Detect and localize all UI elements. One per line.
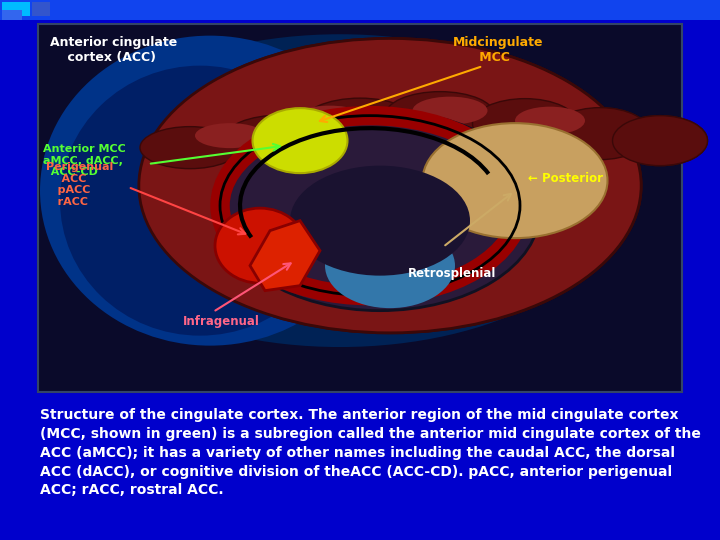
Ellipse shape bbox=[140, 127, 240, 168]
Polygon shape bbox=[250, 221, 320, 291]
Text: Anterior cingulate
    cortex (ACC): Anterior cingulate cortex (ACC) bbox=[50, 36, 177, 64]
Text: Retrosplenial: Retrosplenial bbox=[408, 267, 496, 280]
Ellipse shape bbox=[290, 106, 370, 136]
Ellipse shape bbox=[413, 97, 487, 125]
Ellipse shape bbox=[57, 34, 624, 347]
Ellipse shape bbox=[385, 92, 495, 140]
Ellipse shape bbox=[60, 66, 340, 336]
Ellipse shape bbox=[325, 223, 455, 308]
Ellipse shape bbox=[385, 92, 495, 140]
Bar bbox=[38, 24, 682, 392]
Ellipse shape bbox=[413, 97, 487, 125]
Ellipse shape bbox=[215, 208, 305, 283]
Ellipse shape bbox=[290, 106, 370, 136]
Ellipse shape bbox=[613, 116, 708, 166]
Bar bbox=[32, 2, 50, 16]
Ellipse shape bbox=[550, 107, 650, 160]
Ellipse shape bbox=[613, 116, 708, 166]
Ellipse shape bbox=[300, 98, 420, 153]
Text: Midcingulate
      MCC: Midcingulate MCC bbox=[453, 36, 544, 64]
Ellipse shape bbox=[195, 123, 265, 148]
Ellipse shape bbox=[253, 108, 348, 173]
Bar bbox=[2, 2, 30, 16]
Ellipse shape bbox=[225, 115, 335, 160]
Ellipse shape bbox=[220, 111, 540, 310]
Ellipse shape bbox=[300, 98, 420, 153]
Ellipse shape bbox=[139, 38, 641, 333]
Text: Perigenual
    ACC
   pACC
   rACC: Perigenual ACC pACC rACC bbox=[46, 162, 113, 207]
Ellipse shape bbox=[290, 166, 470, 275]
Ellipse shape bbox=[472, 99, 577, 148]
Ellipse shape bbox=[472, 99, 577, 148]
Text: Infragenual: Infragenual bbox=[183, 315, 260, 328]
Text: ← Posterior: ← Posterior bbox=[528, 172, 603, 186]
Ellipse shape bbox=[550, 107, 650, 160]
Ellipse shape bbox=[225, 115, 335, 160]
Ellipse shape bbox=[423, 123, 608, 238]
Ellipse shape bbox=[139, 38, 641, 333]
Text: Anterior MCC
aMCC, dACC,
  ACC-CD: Anterior MCC aMCC, dACC, ACC-CD bbox=[43, 144, 126, 177]
Ellipse shape bbox=[515, 106, 585, 134]
Text: Structure of the cingulate cortex. The anterior region of the mid cingulate cort: Structure of the cingulate cortex. The a… bbox=[40, 408, 701, 497]
Ellipse shape bbox=[515, 106, 585, 134]
Ellipse shape bbox=[40, 36, 380, 346]
Bar bbox=[0, 0, 720, 20]
Bar bbox=[2, 10, 22, 20]
